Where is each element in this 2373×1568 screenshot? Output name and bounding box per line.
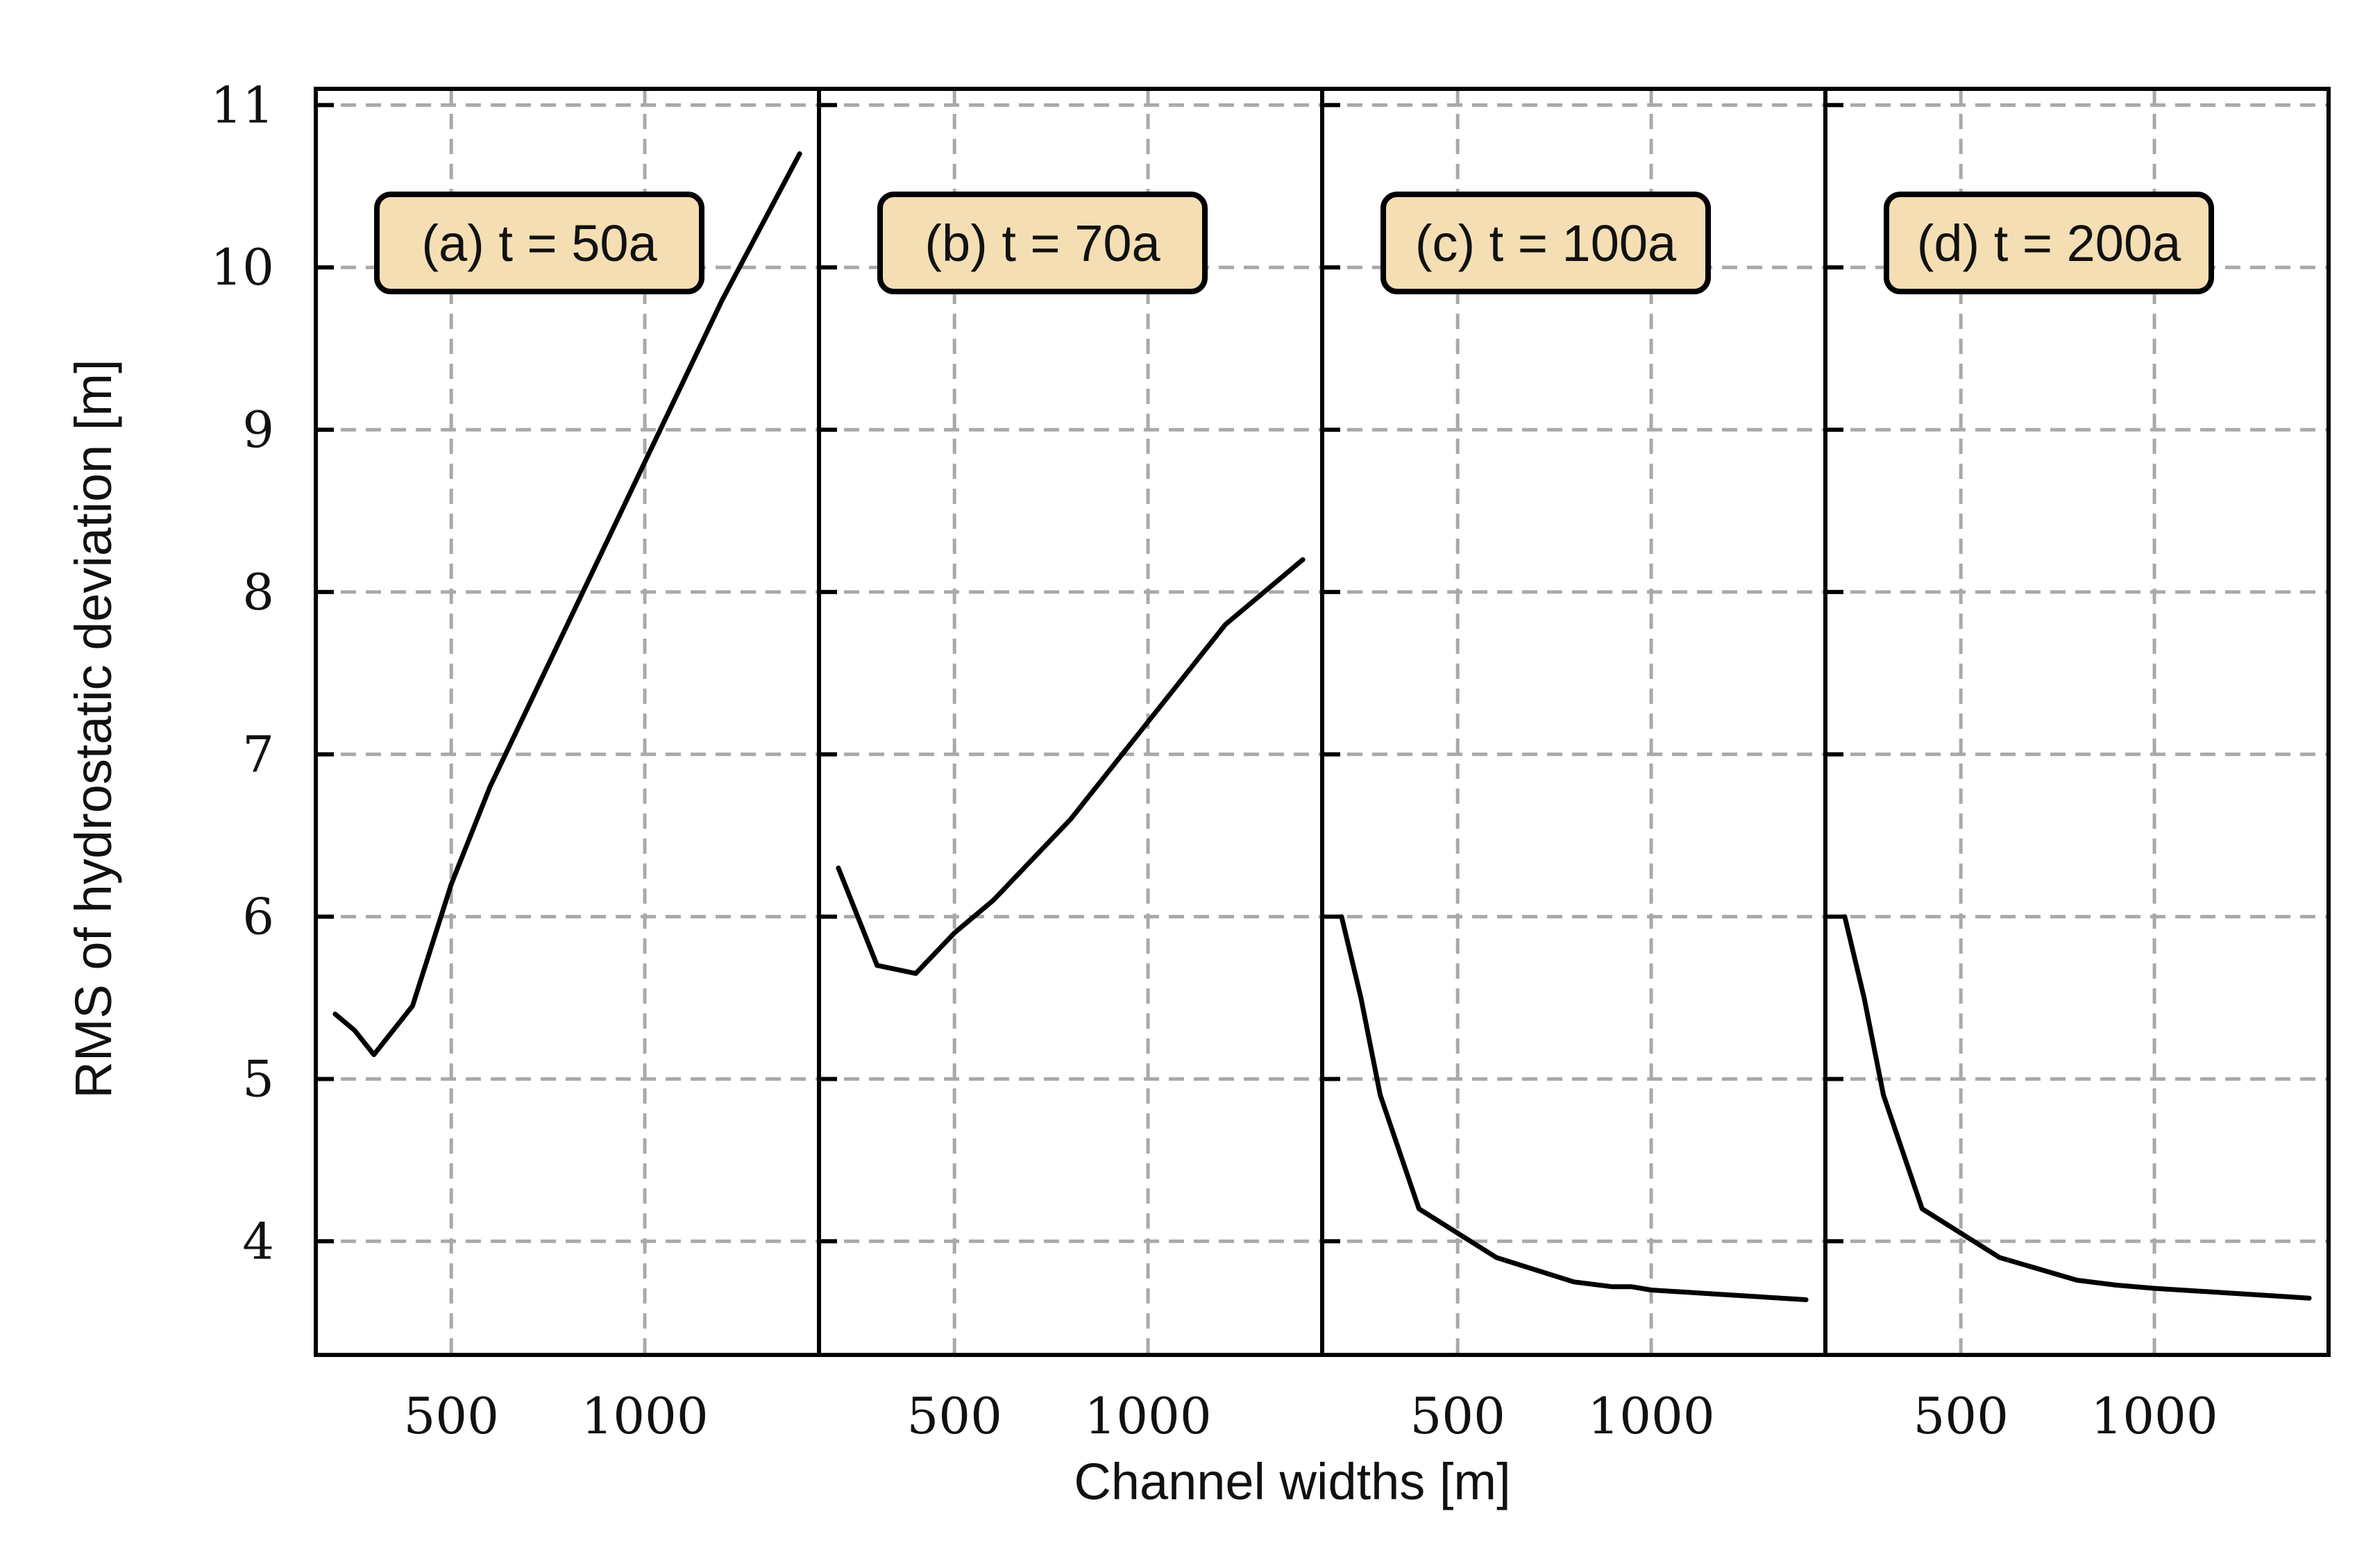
axes: 500 1000 500 1000 500 1000 500 1000 4 5 6 7 8 9 10 11 <box>210 76 2218 1445</box>
y-tick-label-6: 9 <box>242 401 274 459</box>
x-tick-label-4-1: 500 <box>1913 1387 2008 1445</box>
panel-labels: (a) t = 50a (b) t = 70a (c) t = 100a (d) t … <box>374 192 2214 294</box>
series-line-panel-1 <box>332 151 802 1057</box>
x-tick-label-4-2: 1000 <box>2091 1387 2218 1445</box>
panel-label-box-1 <box>374 192 704 294</box>
x-tick-label-2-2: 1000 <box>1084 1387 1211 1445</box>
y-tick-label-2: 5 <box>242 1049 274 1108</box>
panel-label-box-4 <box>1884 192 2214 294</box>
panel-label-1: (a) t = 50a <box>421 214 657 272</box>
x-tick-label-3-2: 1000 <box>1587 1387 1714 1445</box>
panel-label-4: (d) t = 200a <box>1917 214 2181 272</box>
panel-label-2: (b) t = 70a <box>924 214 1160 272</box>
y-axis-title: RMS of hydrostatic deviation [m] <box>65 359 122 1098</box>
y-tick-label-3: 6 <box>242 888 274 946</box>
series-line-panel-4 <box>1842 914 2312 1301</box>
series-line-panel-2 <box>836 557 1306 976</box>
x-tick-label-1-2: 1000 <box>581 1387 708 1445</box>
y-tick-label-7: 10 <box>210 238 274 296</box>
y-tick-label-1: 4 <box>242 1212 274 1270</box>
panel-frame-4 <box>1823 87 2331 1357</box>
series-line-panel-3 <box>1339 914 1809 1302</box>
panel-label-box-2 <box>877 192 1208 294</box>
x-axis-title: Channel widths [m] <box>1074 1453 1510 1510</box>
x-tick-label-3-1: 500 <box>1410 1387 1505 1445</box>
panel-label-3: (c) t = 100a <box>1415 214 1677 272</box>
y-tick-label-4: 7 <box>242 725 274 784</box>
x-tick-label-1-1: 500 <box>403 1387 498 1445</box>
x-tick-label-2-1: 500 <box>906 1387 1002 1445</box>
panel-label-box-3 <box>1380 192 1711 294</box>
series-lines <box>332 151 2312 1302</box>
panel-frames <box>314 87 2331 1357</box>
y-tick-label-5: 8 <box>242 563 274 621</box>
y-tick-label-8: 11 <box>210 76 274 134</box>
